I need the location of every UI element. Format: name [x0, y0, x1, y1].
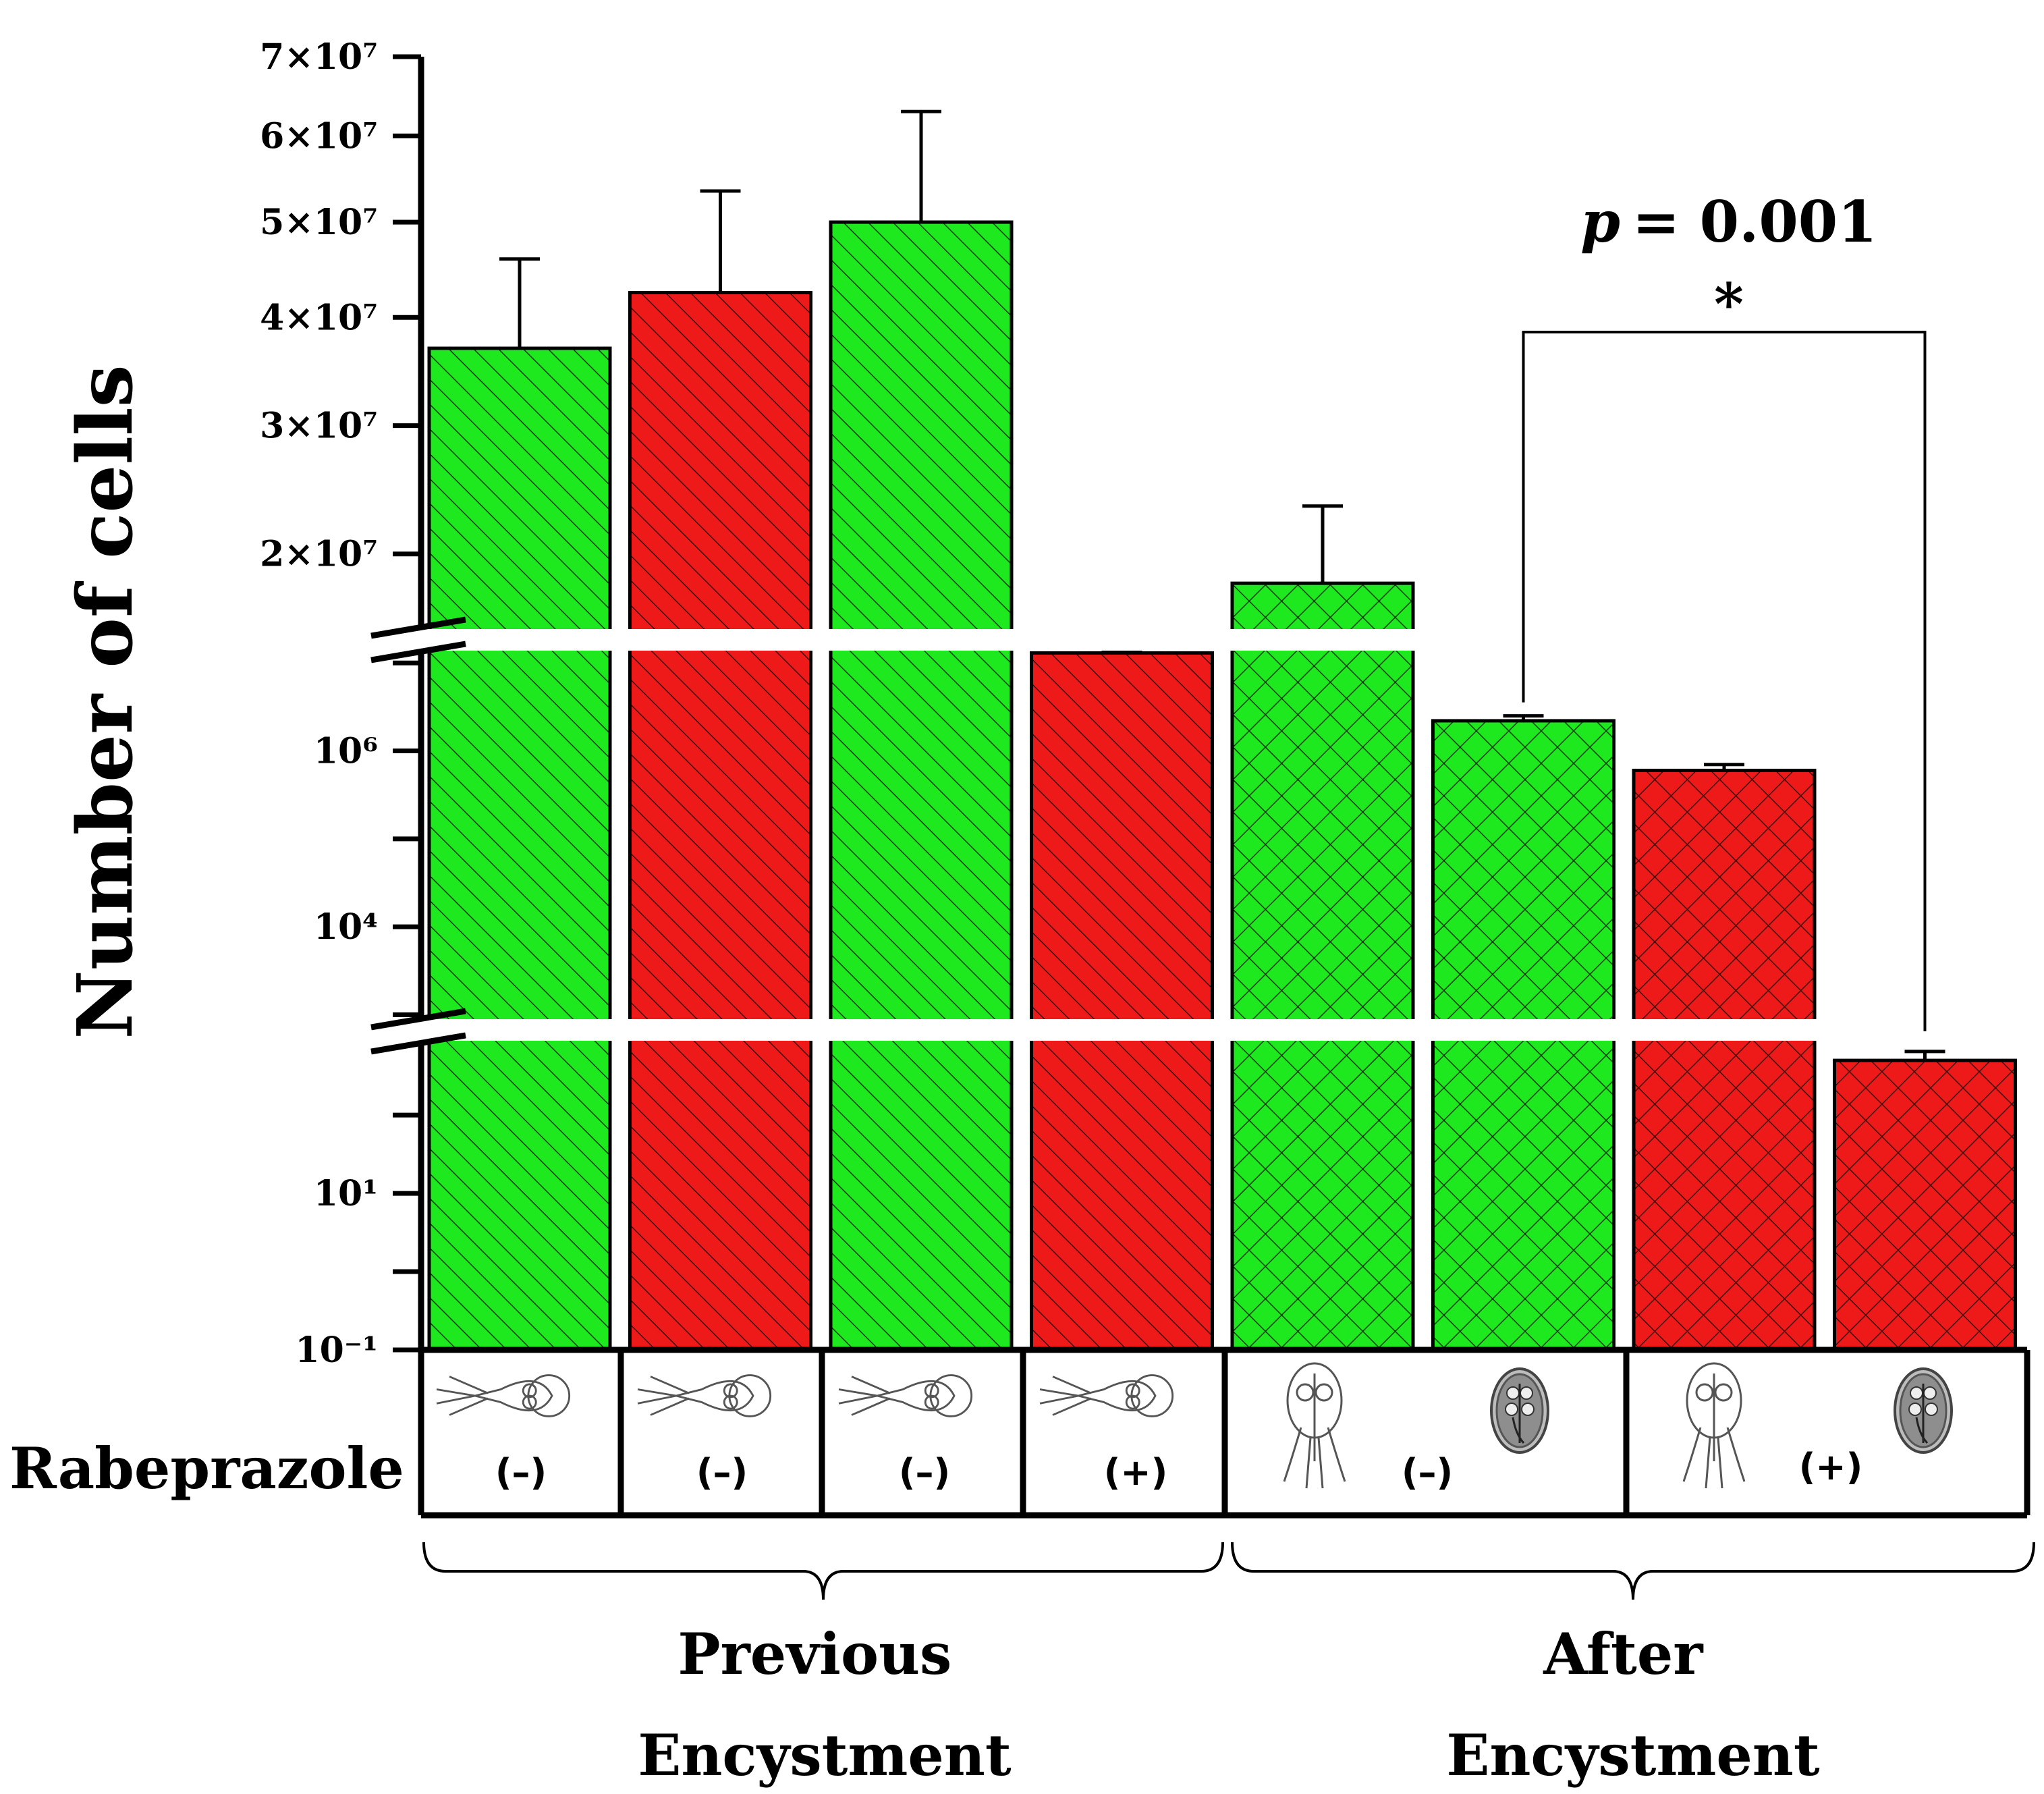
trophozoite-icon [1039, 1374, 1174, 1417]
y-tick-label: 3×10⁷ [260, 406, 378, 447]
cyst-icon [1894, 1367, 1953, 1454]
group-braces: Previous Encystment After Encystment [422, 1542, 2035, 1789]
y-tick-label: 10⁶ [314, 731, 378, 772]
y-axis-title: Number of cells [61, 364, 150, 1039]
axis-break-band-lower [378, 1019, 2044, 1041]
rabeprazole-row-label: Rabeprazole [9, 1435, 404, 1502]
y-tick-label: 2×10⁷ [260, 534, 378, 575]
group-label-line: Previous [678, 1621, 951, 1687]
treatment-label: (–) [495, 1451, 547, 1494]
bar-2 [628, 290, 812, 1352]
significance-line [1522, 331, 1927, 1031]
axis-break-mark-upper-1 [370, 616, 466, 639]
y-tick-label: 6×10⁷ [260, 115, 378, 157]
trophozoite-icon [435, 1374, 571, 1417]
group-label-after: After Encystment [1446, 1621, 1820, 1789]
y-ticks: 2×10⁷ 3×10⁷ 4×10⁷ 5×10⁷ 6×10⁷ 7×10⁷ 10⁴ 10⁶ 10⁻¹… [260, 36, 421, 1371]
group-label-line: Encystment [638, 1722, 1012, 1789]
treatment-label: (–) [1402, 1451, 1453, 1494]
group-label-line: After [1543, 1621, 1704, 1687]
treatment-label: (+) [1104, 1451, 1168, 1494]
treatment-label: (+) [1799, 1446, 1863, 1488]
bar-1 [427, 346, 612, 1352]
p-value-label: p = 0.001 [1580, 188, 1877, 255]
y-tick-label: 10⁻¹ [295, 1330, 378, 1371]
trophozoite-icon [1283, 1362, 1346, 1490]
y-tick-label: 10¹ [314, 1173, 378, 1214]
brace-after-encystment [1231, 1542, 2035, 1600]
bars-layer [427, 109, 2017, 1352]
axis-break-band-upper [378, 629, 2044, 651]
bar-5 [1230, 581, 1415, 1352]
bar-7 [1632, 768, 1817, 1352]
y-tick-label: 7×10⁷ [260, 36, 378, 78]
p-value-text: = 0.001 [1632, 188, 1877, 255]
bar-4 [1030, 651, 1214, 1352]
significance-bracket: * p = 0.001 [1522, 188, 1927, 1031]
axis-break-mark-lower-2 [370, 1032, 466, 1055]
group-label-line: Encystment [1446, 1722, 1820, 1789]
axis-break-mark-upper-2 [370, 641, 466, 663]
bar-3 [829, 220, 1014, 1352]
p-symbol: p [1580, 188, 1620, 255]
treatment-label: (–) [899, 1451, 950, 1494]
group-label-previous: Previous Encystment [638, 1621, 1012, 1789]
treatment-table: Rabeprazole (–) (–) (–) (+) (–) (+) [9, 1347, 2031, 1519]
y-tick-label: 5×10⁷ [260, 202, 378, 243]
y-tick-label: 10⁴ [314, 906, 378, 948]
y-tick-label: 4×10⁷ [260, 297, 378, 338]
trophozoite-icon [837, 1374, 973, 1417]
brace-previous-encystment [422, 1542, 1224, 1600]
axis-break-mark-lower-1 [370, 1008, 466, 1031]
treatment-label: (–) [696, 1451, 748, 1494]
trophozoite-icon [1682, 1362, 1746, 1490]
significance-star: * [1714, 271, 1744, 337]
bar-8 [1833, 1058, 2017, 1352]
trophozoite-icon [636, 1374, 772, 1417]
cyst-icon [1490, 1367, 1549, 1454]
